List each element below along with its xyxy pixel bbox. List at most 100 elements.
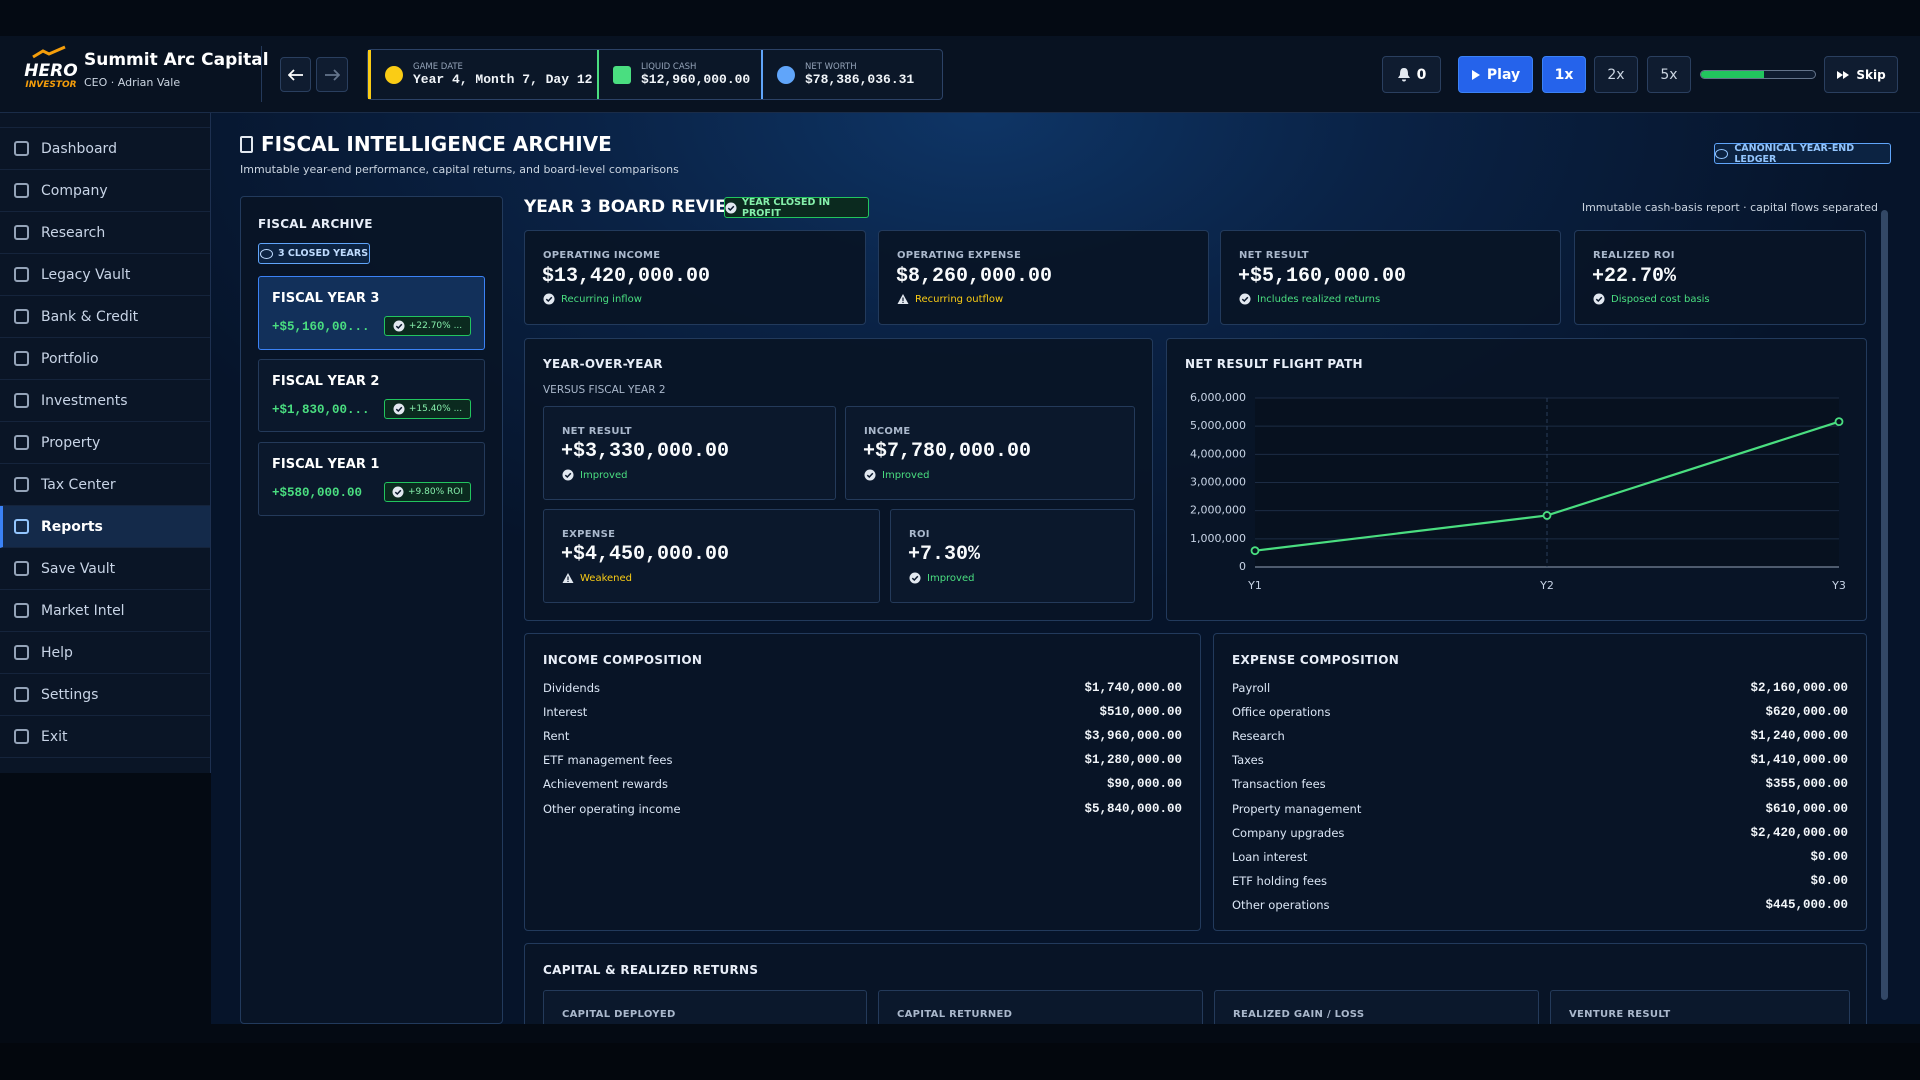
row-value: $90,000.00 xyxy=(1106,777,1182,792)
nav-item[interactable]: Exit xyxy=(0,716,210,758)
composition-row: Taxes $1,410,000.00 xyxy=(1232,748,1848,772)
row-value: $510,000.00 xyxy=(1099,705,1182,720)
card-label: CAPITAL RETURNED xyxy=(897,1009,1013,1020)
note-text: Improved xyxy=(882,469,930,481)
play-button[interactable]: Play xyxy=(1458,56,1533,93)
nav-icon xyxy=(14,183,29,198)
card-value: $13,420,000.00 xyxy=(542,265,711,288)
nav-item[interactable]: Portfolio xyxy=(0,338,210,380)
card-value: $8,260,000.00 xyxy=(896,265,1053,288)
fiscal-year-card[interactable]: FISCAL YEAR 1 +$580,000.00 +9.80% ROI xyxy=(258,442,485,516)
row-label: Dividends xyxy=(543,681,601,695)
y-tick-label: 4,000,000 xyxy=(1190,447,1246,460)
check-icon xyxy=(864,469,876,481)
status-icon xyxy=(385,65,403,84)
check-glyph xyxy=(1239,293,1251,305)
status-icon xyxy=(777,65,795,84)
check-glyph xyxy=(909,572,921,584)
sidebar: Dashboard Company Research Legacy Vault Bank… xyxy=(0,113,211,773)
status-badge: YEAR CLOSED IN PROFIT xyxy=(724,197,869,219)
nav-item[interactable]: Property xyxy=(0,422,210,464)
card-label: CAPITAL DEPLOYED xyxy=(562,1009,676,1020)
chart-title: NET RESULT FLIGHT PATH xyxy=(1185,357,1363,371)
play-label: Play xyxy=(1486,66,1521,83)
yoy-card: NET RESULT +$3,330,000.00 Improved xyxy=(543,406,836,500)
row-label: Office operations xyxy=(1232,705,1331,720)
check-icon xyxy=(392,486,404,498)
y-tick-label: 5,000,000 xyxy=(1190,419,1246,432)
nav-icon xyxy=(14,561,29,576)
top-bar: HERO INVESTOR Summit Arc Capital CEO · Adri… xyxy=(0,36,1920,113)
composition-row: Payroll $2,160,000.00 xyxy=(1232,676,1848,700)
nav-item[interactable]: Bank & Credit xyxy=(0,296,210,338)
nav-label: Reports xyxy=(41,518,103,535)
check-icon xyxy=(393,403,405,415)
nav-item[interactable]: Settings xyxy=(0,674,210,716)
speed-slider[interactable] xyxy=(1700,70,1816,79)
note-text: Improved xyxy=(580,469,628,481)
warning-glyph xyxy=(897,294,909,304)
check-icon xyxy=(1593,293,1605,305)
y-tick-label: 1,000,000 xyxy=(1190,532,1246,545)
fiscal-year-card[interactable]: FISCAL YEAR 2 +$1,830,00... +15.40% ... xyxy=(258,359,485,432)
composition-row: Transaction fees $355,000.00 xyxy=(1232,772,1848,796)
skip-label: Skip xyxy=(1856,67,1886,82)
check-glyph xyxy=(393,403,405,415)
nav-item[interactable]: Reports xyxy=(0,506,210,548)
nav-label: Company xyxy=(41,182,108,199)
composition-row: Rent $3,960,000.00 xyxy=(543,724,1182,748)
nav-item[interactable]: Tax Center xyxy=(0,464,210,506)
nav-item[interactable]: Investments xyxy=(0,380,210,422)
nav-item[interactable]: Legacy Vault xyxy=(0,254,210,296)
check-icon xyxy=(543,293,555,305)
nav-item[interactable]: Market Intel xyxy=(0,590,210,632)
year-result: +$5,160,00... xyxy=(272,320,370,334)
check-icon xyxy=(909,572,921,584)
year-name: FISCAL YEAR 2 xyxy=(272,374,380,389)
skip-button[interactable]: Skip xyxy=(1824,56,1898,93)
nav-item[interactable]: Help xyxy=(0,632,210,674)
nav-item[interactable]: Research xyxy=(0,212,210,254)
check-icon xyxy=(1239,293,1251,305)
note-text: Disposed cost basis xyxy=(1611,293,1710,305)
check-glyph xyxy=(392,486,404,498)
row-value: $620,000.00 xyxy=(1765,705,1848,720)
roi-text: +22.70% ... xyxy=(408,321,463,331)
chart-panel: NET RESULT FLIGHT PATH 0 1,000,000 2,000,00… xyxy=(1166,338,1867,621)
nav-icon xyxy=(14,351,29,366)
nav-item[interactable]: Save Vault xyxy=(0,548,210,590)
kpi-card: REALIZED ROI +22.70% Disposed cost basis xyxy=(1574,230,1866,325)
composition-row: Interest $510,000.00 xyxy=(543,700,1182,724)
status-value: $12,960,000.00 xyxy=(641,72,751,87)
warning-icon xyxy=(562,572,574,584)
composition-row: Other operations $445,000.00 xyxy=(1232,893,1848,917)
y-tick-label: 3,000,000 xyxy=(1190,476,1246,489)
notification-count: 0 xyxy=(1416,66,1427,83)
ledger-button[interactable]: CANONICAL YEAR-END LEDGER xyxy=(1714,143,1891,165)
row-label: Interest xyxy=(543,705,588,720)
notifications-button[interactable]: 0 xyxy=(1382,56,1441,93)
speed-button[interactable]: 1x xyxy=(1542,56,1586,93)
status-icon xyxy=(613,65,631,84)
composition-rows: Payroll $2,160,000.00 Office operations $62… xyxy=(1232,676,1848,930)
forward-button[interactable] xyxy=(316,57,348,92)
fiscal-year-card[interactable]: FISCAL YEAR 3 +$5,160,00... +22.70% ... xyxy=(258,276,485,350)
speed-button[interactable]: 2x xyxy=(1594,56,1638,93)
check-glyph xyxy=(393,320,405,332)
row-value: $355,000.00 xyxy=(1765,777,1848,792)
nav-item[interactable]: Company xyxy=(0,170,210,212)
speed-button[interactable]: 5x xyxy=(1647,56,1691,93)
row-label: Property management xyxy=(1232,801,1362,816)
nav-item[interactable]: Dashboard xyxy=(0,128,210,170)
back-button[interactable] xyxy=(280,57,311,92)
note-text: Recurring inflow xyxy=(561,293,642,305)
eye-icon xyxy=(259,248,273,259)
card-label: OPERATING INCOME xyxy=(543,250,661,261)
status-label: LIQUID CASH xyxy=(641,62,697,72)
chart: 0 1,000,000 2,000,000 3,000,000 4,000,000 5,0… xyxy=(1190,391,1846,592)
x-tick-label: Y1 xyxy=(1247,579,1262,592)
nav-icon xyxy=(14,141,29,156)
capital-panel: CAPITAL & REALIZED RETURNS CAPITAL DEPLOY… xyxy=(524,943,1867,1024)
composition-row: Research $1,240,000.00 xyxy=(1232,724,1848,748)
card-label: NET RESULT xyxy=(1239,250,1309,261)
